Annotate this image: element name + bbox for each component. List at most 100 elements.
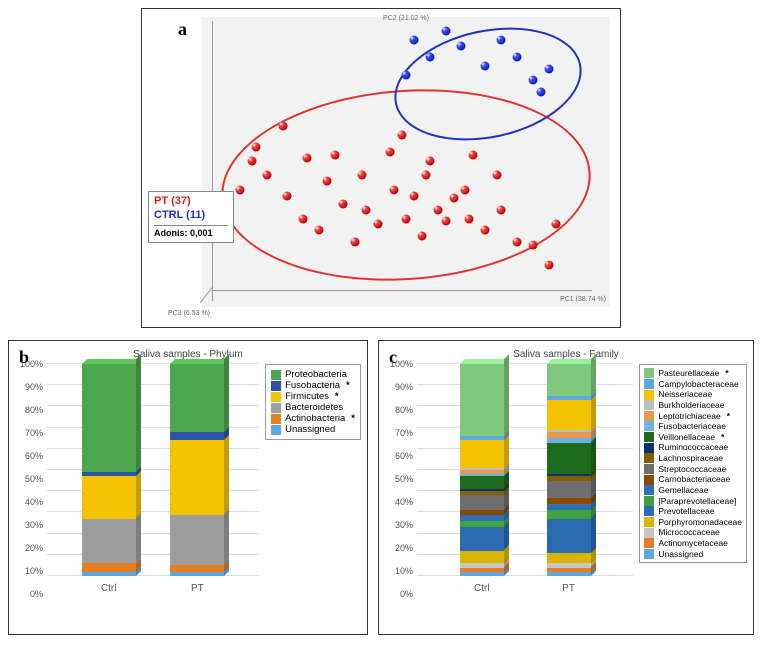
seg-gemellaceae xyxy=(460,515,504,521)
legend-text: Actinobacteria xyxy=(285,413,345,424)
ytick: 70% xyxy=(25,428,43,438)
legend-item: Campylobacteraceae xyxy=(644,379,742,390)
seg-[paraprevotellaceae] xyxy=(547,510,591,518)
scatter-point-red xyxy=(493,171,502,180)
scatter-point-red xyxy=(465,214,474,223)
seg-pasteurellaceae xyxy=(460,364,504,436)
legend-text: Bacteroidetes xyxy=(285,402,343,413)
scatter-point-blue xyxy=(536,87,545,96)
scatter-point-red xyxy=(235,185,244,194)
legend-adonis: Adonis: 0,001 xyxy=(154,225,228,239)
axis-label-pc3: PC3 (6.53 %) xyxy=(168,310,210,317)
seg-veillonellaceae xyxy=(547,443,591,475)
scatter-point-red xyxy=(512,237,521,246)
seg-lachnospiraceae xyxy=(460,491,504,495)
legend-swatch xyxy=(644,538,654,548)
ytick: 60% xyxy=(395,451,413,461)
significance-star: * xyxy=(727,411,730,422)
scatter-plot-area: PC2 (21.02 %) PC1 (38.74 %) PC3 (6.53 %)… xyxy=(202,17,610,307)
scatter-point-red xyxy=(481,226,490,235)
ytick: 90% xyxy=(25,382,43,392)
legend-swatch xyxy=(644,432,654,442)
legend-item: Veillonellaceae* xyxy=(644,432,742,443)
legend-swatch xyxy=(644,549,654,559)
legend-text: Proteobacteria xyxy=(285,369,347,380)
scatter-point-red xyxy=(350,237,359,246)
bar-ctrl xyxy=(82,364,136,576)
scatter-point-red xyxy=(544,260,553,269)
scatter-point-red xyxy=(449,194,458,203)
legend-ctrl: CTRL (11) xyxy=(154,209,228,223)
legend-swatch xyxy=(644,506,654,516)
seg-unassigned xyxy=(170,572,224,576)
legend-swatch xyxy=(644,400,654,410)
bar-pt xyxy=(547,364,591,576)
legend-text: Lachnospiraceae xyxy=(658,453,723,464)
legend-swatch xyxy=(644,475,654,485)
seg-leptotrichiaceae xyxy=(460,470,504,474)
seg-unassigned xyxy=(460,572,504,576)
seg-actinobacteria xyxy=(82,563,136,571)
ytick: 30% xyxy=(395,520,413,530)
legend-text: Carnobacteriaceae xyxy=(658,474,730,485)
legend-swatch xyxy=(644,517,654,527)
legend-item: Lachnospiraceae xyxy=(644,453,742,464)
seg-unassigned xyxy=(547,572,591,576)
legend-text: Neisseriaceae xyxy=(658,389,712,400)
legend-swatch xyxy=(271,381,281,391)
seg-fusobacteriaceae xyxy=(547,438,591,442)
seg-proteobacteria xyxy=(170,364,224,432)
legend-item: Fusobacteria* xyxy=(271,380,355,391)
ytick: 50% xyxy=(395,474,413,484)
panel-b-yaxis: 0%10%20%30%40%50%60%70%80%90%100% xyxy=(15,364,47,594)
xlabel: Ctrl xyxy=(82,583,136,594)
scatter-point-red xyxy=(362,205,371,214)
bar-pt xyxy=(170,364,224,576)
legend-swatch xyxy=(644,411,654,421)
ytick: 40% xyxy=(395,497,413,507)
legend-item: Actinobacteria * xyxy=(271,413,355,424)
seg-proteobacteria xyxy=(82,364,136,472)
panel-b-legend: ProteobacteriaFusobacteria*Firmicutes*Ba… xyxy=(265,364,361,440)
significance-star: * xyxy=(351,413,355,424)
scatter-point-red xyxy=(251,142,260,151)
seg-unassigned xyxy=(82,572,136,576)
legend-item: Bacteroidetes xyxy=(271,402,355,413)
ytick: 10% xyxy=(395,566,413,576)
legend-text: Pasteurellaceae xyxy=(658,368,719,379)
legend-text: Actinomycetaceae xyxy=(658,538,727,549)
seg-ruminococcaceae xyxy=(460,489,504,491)
legend-item: Gemellaceae xyxy=(644,485,742,496)
axis-z xyxy=(200,287,213,303)
significance-star: * xyxy=(335,391,339,402)
scatter-point-red xyxy=(279,122,288,131)
seg-neisseriaceae xyxy=(460,440,504,468)
seg-lachnospiraceae xyxy=(547,476,591,480)
legend-text: Unassigned xyxy=(285,424,335,435)
legend-item: Proteobacteria xyxy=(271,369,355,380)
ytick: 100% xyxy=(390,359,413,369)
scatter-point-red xyxy=(528,240,537,249)
ytick: 10% xyxy=(25,566,43,576)
legend-item: Burkholderiaceae xyxy=(644,400,742,411)
legend-swatch xyxy=(644,464,654,474)
legend-item: Unassigned xyxy=(644,549,742,560)
xlabel: Ctrl xyxy=(460,583,504,594)
legend-text: Unassigned xyxy=(658,549,703,560)
legend-item: Unassigned xyxy=(271,424,355,435)
panel-a-scatter: a PC2 (21.02 %) PC1 (38.74 %) PC3 (6.53 … xyxy=(141,8,621,328)
legend-swatch xyxy=(271,370,281,380)
seg-carnobacteriaceae xyxy=(460,510,504,514)
legend-text: Campylobacteraceae xyxy=(658,379,738,390)
legend-text: Streptococcaceae xyxy=(658,464,726,475)
significance-star: * xyxy=(725,368,728,379)
ytick: 60% xyxy=(25,451,43,461)
seg-campylobacteraceae xyxy=(547,396,591,400)
axis-x xyxy=(212,290,592,291)
legend-swatch xyxy=(644,453,654,463)
panel-a-label: a xyxy=(178,19,187,40)
scatter-point-red xyxy=(338,200,347,209)
xlabel: PT xyxy=(547,583,591,594)
legend-item: Micrococcaceae xyxy=(644,527,742,538)
legend-item: Carnobacteriaceae xyxy=(644,474,742,485)
